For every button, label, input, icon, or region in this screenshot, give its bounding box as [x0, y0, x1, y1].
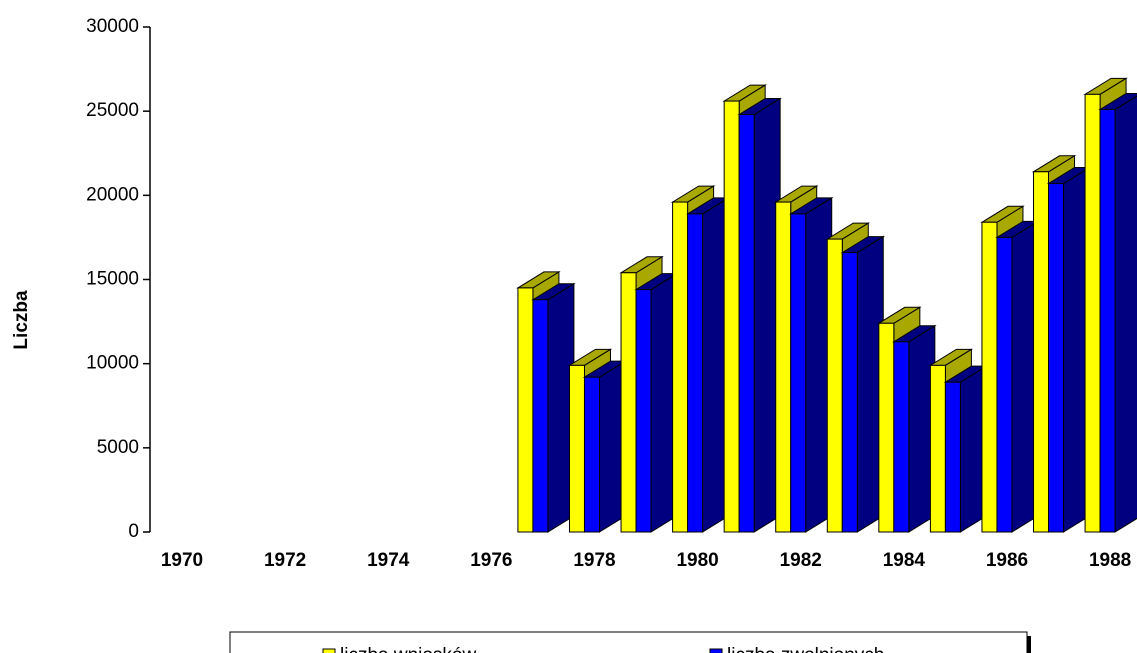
bar-front: [790, 213, 807, 533]
bar-front: [944, 381, 961, 533]
bar-front: [775, 201, 792, 533]
bar-front: [532, 299, 549, 533]
bar: [582, 360, 628, 533]
legend: [229, 631, 1028, 653]
y-axis-label: Liczba: [11, 290, 32, 350]
x-tick-label: 1978: [573, 550, 615, 571]
bar-front: [687, 213, 704, 533]
bar-front: [841, 252, 858, 533]
bar-front: [1048, 183, 1065, 533]
bar-front: [981, 221, 998, 533]
y-tick-label: 25000: [86, 100, 139, 121]
bar-front: [672, 201, 689, 533]
legend-swatch: [322, 648, 336, 653]
bar-front: [568, 364, 585, 533]
bar: [634, 272, 679, 533]
x-tick-label: 1986: [986, 550, 1028, 571]
y-tick-label: 20000: [86, 184, 139, 205]
bar: [737, 97, 782, 533]
bar-front: [1084, 93, 1101, 533]
bar: [892, 324, 937, 533]
x-tick-label: 1970: [161, 550, 203, 571]
bar: [1098, 92, 1137, 533]
bar-front: [893, 341, 910, 533]
bar: [788, 196, 834, 533]
bar: [1046, 166, 1092, 533]
bar-side: [1114, 95, 1137, 533]
bar-front: [723, 100, 740, 533]
x-tick-label: 1976: [470, 550, 512, 571]
bar-front: [1099, 108, 1116, 533]
x-tick-label: 1974: [367, 550, 410, 571]
x-tick-label: 1988: [1089, 550, 1131, 571]
bar-front: [583, 376, 600, 533]
legend-label: liczba zwolnionych: [727, 645, 884, 653]
bar: [531, 282, 576, 533]
x-tick-label: 1972: [264, 550, 306, 571]
bar-front: [878, 322, 895, 533]
legend-swatch: [709, 648, 723, 653]
bar: [840, 235, 886, 533]
bar: [685, 196, 731, 533]
bar-front: [620, 272, 637, 533]
bar-front: [929, 364, 946, 533]
bar: [943, 365, 989, 533]
bar-front: [996, 236, 1013, 533]
y-tick-label: 0: [128, 521, 139, 542]
x-tick-label: 1984: [883, 550, 926, 571]
bar-front: [738, 114, 755, 533]
bar-front: [517, 287, 534, 533]
y-tick-label: 15000: [86, 269, 139, 290]
bar: [995, 220, 1040, 533]
x-tick-label: 1980: [676, 550, 718, 571]
y-tick-label: 10000: [86, 353, 139, 374]
y-tick-label: 30000: [86, 16, 139, 37]
y-tick-label: 5000: [97, 437, 139, 458]
bar-front: [635, 289, 652, 533]
legend-label: liczba wniosków: [340, 645, 476, 653]
x-tick-label: 1982: [780, 550, 822, 571]
bar-front: [1033, 171, 1050, 533]
bar-front: [826, 238, 843, 533]
